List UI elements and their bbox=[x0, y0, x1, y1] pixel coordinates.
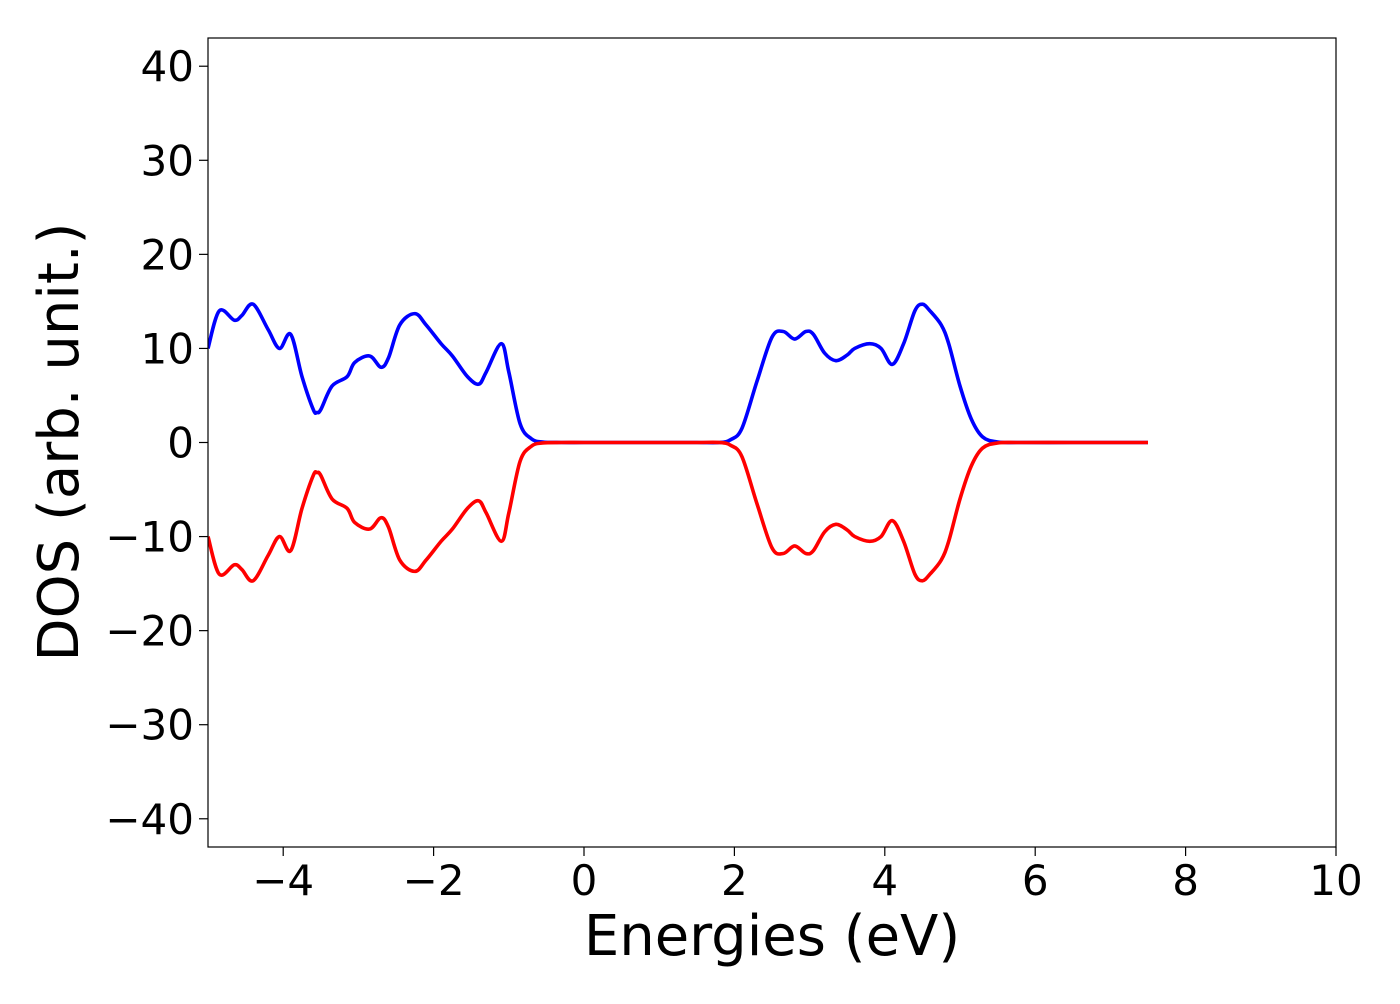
plot-area-frame bbox=[207, 37, 1337, 848]
series-layer bbox=[208, 302, 1148, 583]
x-tick-label: 6 bbox=[1022, 856, 1049, 905]
x-axis-ticks: −4 −2 0 2 4 6 8 10 bbox=[252, 847, 1363, 905]
x-tick-label: 8 bbox=[1172, 856, 1199, 905]
series-line-1 bbox=[208, 302, 1148, 445]
y-tick-label: −20 bbox=[105, 607, 194, 656]
x-tick-label: 4 bbox=[871, 856, 898, 905]
series-line-2 bbox=[208, 440, 1148, 583]
y-tick-label: −40 bbox=[105, 795, 194, 844]
y-tick-label: 0 bbox=[167, 419, 194, 468]
y-tick-label: −30 bbox=[105, 701, 194, 750]
y-tick-label: 10 bbox=[141, 324, 194, 373]
y-tick-label: 20 bbox=[141, 230, 194, 279]
x-tick-label: 10 bbox=[1309, 856, 1362, 905]
y-tick-label: 40 bbox=[141, 42, 194, 91]
y-axis-ticks: 40 30 20 10 0 −10 −20 −30 −40 bbox=[105, 42, 208, 844]
x-tick-label: −2 bbox=[403, 856, 465, 905]
x-tick-label: 2 bbox=[721, 856, 748, 905]
x-tick-label: −4 bbox=[252, 856, 314, 905]
y-tick-label: 30 bbox=[141, 136, 194, 185]
x-axis-label: Energies (eV) bbox=[584, 904, 960, 969]
y-tick-label: −10 bbox=[105, 513, 194, 562]
y-axis-label: DOS (arb. unit.) bbox=[27, 222, 92, 661]
x-tick-label: 0 bbox=[571, 856, 598, 905]
